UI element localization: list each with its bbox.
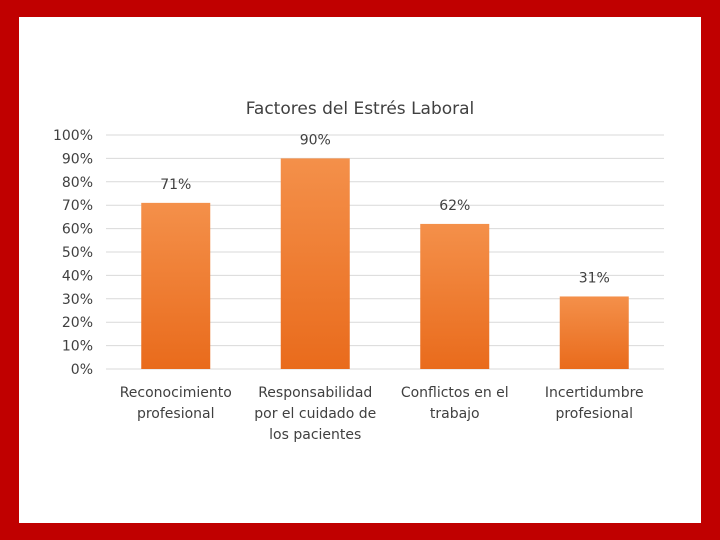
y-tick-label: 40% (62, 268, 93, 284)
bar-value-label: 71% (160, 177, 191, 193)
x-category-label: Incertidumbre profesional (545, 385, 644, 422)
y-tick-label: 90% (62, 151, 93, 167)
bar-value-label: 62% (439, 198, 470, 214)
y-tick-label: 30% (62, 292, 93, 308)
y-tick-label: 100% (53, 128, 93, 144)
x-category-label: Conflictos en el trabajo (401, 385, 509, 422)
bar (420, 223, 490, 369)
bar (280, 158, 350, 369)
y-tick-label: 0% (71, 362, 93, 378)
bars (141, 158, 629, 369)
bar (141, 202, 211, 369)
chart-title: Factores del Estrés Laboral (246, 99, 475, 119)
y-tick-label: 10% (62, 339, 93, 355)
bar-value-label: 90% (300, 132, 331, 148)
y-tick-label: 70% (62, 198, 93, 214)
x-category-label: Reconocimiento profesional (120, 385, 232, 422)
y-axis-ticks: 0% 10% 20% 30% 40% 50% 60% 70% 80% 90% 100% (53, 128, 93, 378)
slide: Factores del Estrés Laboral 0% 10% 20% 30% 4… (19, 17, 701, 523)
bar (559, 296, 629, 369)
y-tick-label: 80% (62, 175, 93, 191)
y-tick-label: 60% (62, 222, 93, 238)
y-tick-label: 50% (62, 245, 93, 261)
x-category-label: Responsabilidad por el cuidado de los paci… (254, 385, 376, 443)
x-axis-labels: Reconocimiento profesional Responsabilidad… (120, 385, 644, 443)
bar-chart: Factores del Estrés Laboral 0% 10% 20% 30% 4… (53, 99, 664, 443)
bar-value-label: 31% (579, 270, 610, 286)
data-labels: 71% 90% 62% 31% (160, 132, 610, 286)
y-tick-label: 20% (62, 315, 93, 331)
